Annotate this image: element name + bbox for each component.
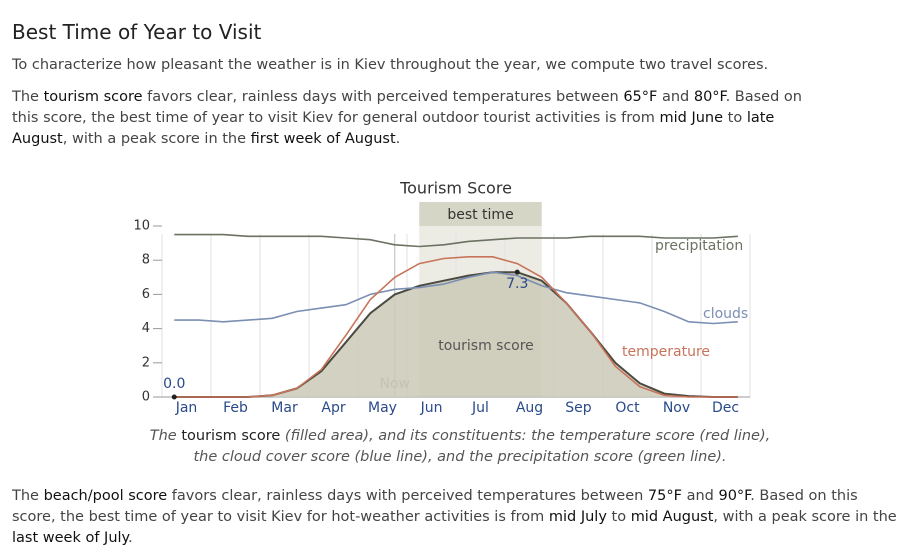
text: The bbox=[12, 488, 44, 504]
text: . bbox=[395, 131, 401, 147]
series-label: tourism score bbox=[438, 338, 534, 354]
text: to bbox=[723, 110, 747, 126]
text: and bbox=[657, 89, 694, 105]
chart: Tourism Score best time 0 2 4 6 8 10 Jan Feb Mar Ap… bbox=[133, 179, 751, 416]
text: . bbox=[128, 530, 133, 546]
emphasis: last week of July bbox=[12, 530, 129, 546]
emphasis: first week of August bbox=[250, 131, 396, 147]
y-tick-label: 2 bbox=[142, 355, 150, 370]
emphasis: late August bbox=[12, 110, 775, 147]
x-tick-label: Mar bbox=[271, 400, 298, 416]
paragraph: The beach/pool score favors clear, rainl… bbox=[12, 486, 902, 549]
x-tick-label: Apr bbox=[321, 400, 345, 416]
x-tick-label: Aug bbox=[516, 400, 543, 416]
text: favors clear, rainless days with perceiv… bbox=[142, 89, 624, 105]
text: to bbox=[606, 509, 631, 525]
intro: To characterize how pleasant the weather… bbox=[12, 57, 769, 73]
series-label: temperature bbox=[622, 344, 710, 360]
series-line bbox=[174, 233, 738, 248]
series-line bbox=[174, 271, 738, 325]
x-tick-label: Sep bbox=[565, 400, 592, 416]
value-dot bbox=[171, 394, 177, 400]
best-time-band bbox=[419, 202, 542, 226]
paragraph: The tourism score favors clear, rainless… bbox=[12, 87, 832, 150]
series-line bbox=[174, 256, 738, 398]
x-tick-label: Jul bbox=[471, 400, 489, 416]
text: , with a peak score in the bbox=[713, 509, 897, 525]
text: . Based on this score, the best time of … bbox=[12, 488, 858, 525]
emphasis: 65°F bbox=[623, 89, 658, 105]
x-tick-label: Nov bbox=[663, 400, 690, 416]
emphasis: mid August bbox=[630, 509, 714, 525]
y-tick-label: 8 bbox=[142, 253, 150, 268]
y-tick-label: 0 bbox=[142, 390, 150, 405]
series-label: clouds bbox=[703, 306, 748, 322]
x-tick-label: Feb bbox=[223, 400, 248, 416]
text: favors clear, rainless days with perceiv… bbox=[167, 488, 648, 504]
y-tick-label: 6 bbox=[142, 287, 150, 302]
value-dot bbox=[514, 269, 520, 275]
chart-title: Tourism Score bbox=[399, 179, 512, 198]
emphasis: beach/pool score bbox=[43, 488, 168, 504]
emphasis: 90°F bbox=[718, 488, 751, 504]
y-tick-label: 4 bbox=[142, 321, 150, 336]
text: The bbox=[12, 89, 44, 105]
text: , with a peak score in the bbox=[62, 131, 251, 147]
text: The bbox=[149, 428, 182, 444]
emphasis: 75°F bbox=[647, 488, 682, 504]
area bbox=[174, 272, 738, 397]
x-tick-label: May bbox=[368, 400, 397, 416]
emphasis: mid June bbox=[659, 110, 724, 126]
emphasis: tourism score bbox=[43, 89, 143, 105]
x-tick-label: Jan bbox=[175, 400, 198, 416]
caption: The tourism score (filled area), and its… bbox=[140, 426, 780, 468]
value-label: 0.0 bbox=[163, 376, 185, 392]
series-label: precipitation bbox=[655, 238, 743, 254]
text: (filled area), and its constituents: the… bbox=[193, 428, 771, 465]
value-label: 7.3 bbox=[506, 276, 528, 292]
x-tick-label: Jun bbox=[420, 400, 443, 416]
heading: Best Time of Year to Visit bbox=[12, 20, 262, 44]
text: and bbox=[681, 488, 719, 504]
emphasis: 80°F bbox=[693, 89, 726, 105]
text: . Based on this score, the best time of … bbox=[12, 89, 802, 126]
x-tick-label: Oct bbox=[615, 400, 640, 416]
emphasis: tourism score bbox=[181, 428, 281, 444]
y-tick-label: 10 bbox=[133, 219, 150, 234]
best-time-label: best time bbox=[447, 207, 513, 223]
emphasis: mid July bbox=[548, 509, 607, 525]
x-tick-label: Dec bbox=[712, 400, 739, 416]
